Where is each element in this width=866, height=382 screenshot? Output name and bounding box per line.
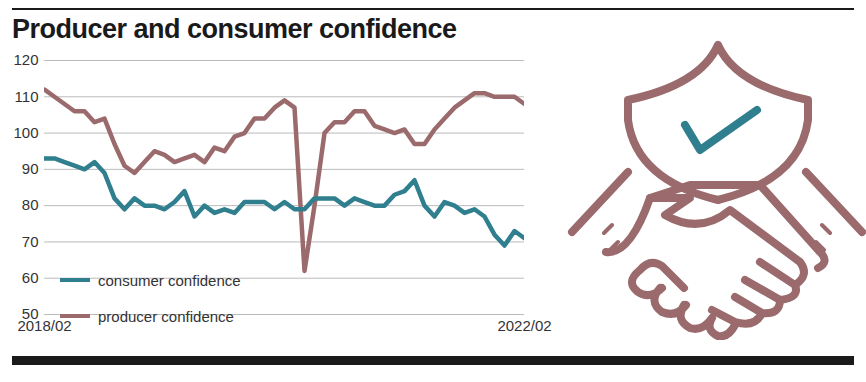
html-text:Producer and consumer confiden: Producer and consumer confidence — [12, 14, 457, 44]
svg-text:2022/02: 2022/02 — [497, 317, 551, 334]
svg-text:2018/02: 2018/02 — [17, 317, 71, 334]
svg-text:90: 90 — [22, 160, 39, 177]
svg-text:100: 100 — [13, 124, 38, 141]
html-text:producer confidence: producer confidence — [98, 307, 234, 325]
svg-text:110: 110 — [15, 88, 39, 105]
svg-text:70: 70 — [22, 233, 39, 250]
html-text:consumer confidence: consumer confidence — [98, 271, 241, 289]
svg-text:50: 50 — [21, 305, 39, 323]
svg-text:120: 120 — [13, 51, 38, 68]
svg-text:60: 60 — [22, 269, 39, 286]
svg-text:80: 80 — [22, 196, 39, 213]
